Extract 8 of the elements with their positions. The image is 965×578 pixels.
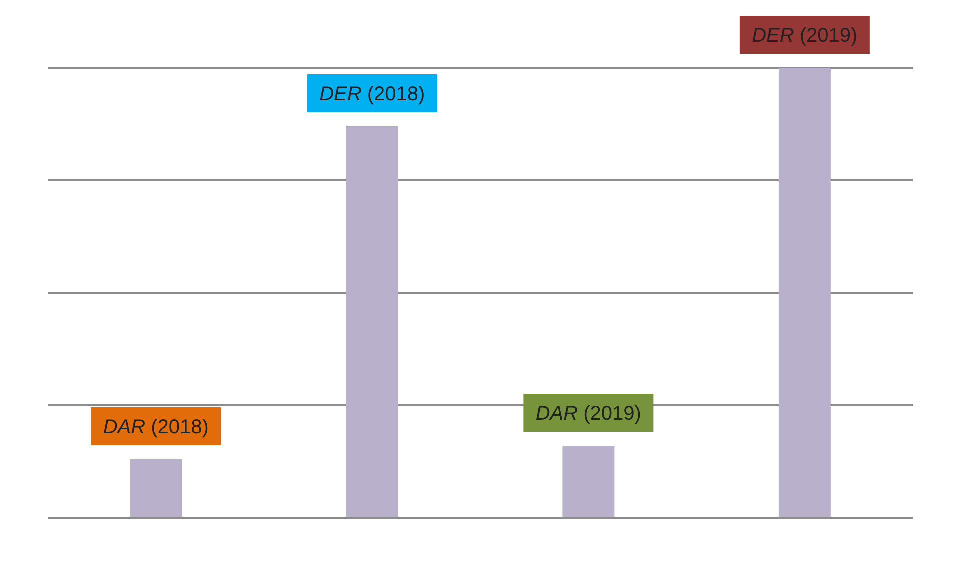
bar [130,460,182,518]
bar [778,68,831,518]
annotation: DAR (2018) [103,416,209,438]
bar [562,446,615,518]
text: DER (2019) [752,25,858,47]
annotation: DAR (2019) [536,403,642,425]
bar [346,126,398,518]
annotation: DER (2018) [320,84,426,106]
